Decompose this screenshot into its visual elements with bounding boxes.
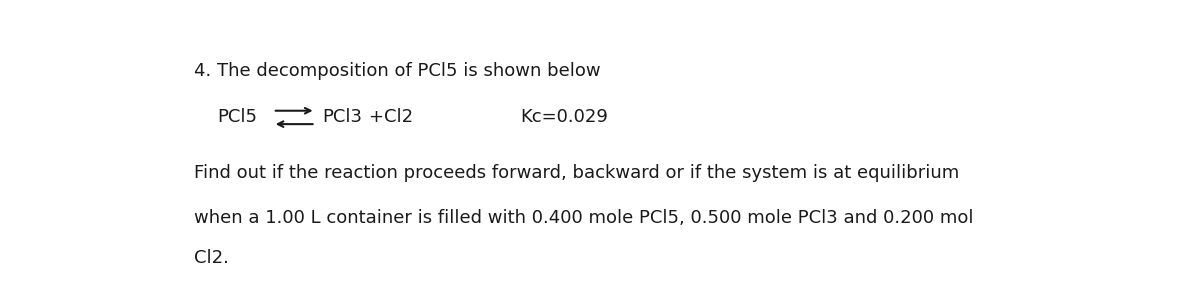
Text: Find out if the reaction proceeds forward, backward or if the system is at equil: Find out if the reaction proceeds forwar… — [193, 164, 959, 182]
Text: when a 1.00 L container is filled with 0.400 mole PCl5, 0.500 mole PCl3 and 0.20: when a 1.00 L container is filled with 0… — [193, 209, 973, 227]
Text: +: + — [368, 108, 384, 126]
Text: Kc=0.029: Kc=0.029 — [520, 108, 608, 126]
Text: PCl5: PCl5 — [217, 108, 257, 126]
Text: 4. The decomposition of PCl5 is shown below: 4. The decomposition of PCl5 is shown be… — [193, 61, 600, 79]
Text: Cl2.: Cl2. — [193, 249, 228, 267]
Text: Cl2: Cl2 — [384, 108, 414, 126]
Text: PCl3: PCl3 — [322, 108, 362, 126]
